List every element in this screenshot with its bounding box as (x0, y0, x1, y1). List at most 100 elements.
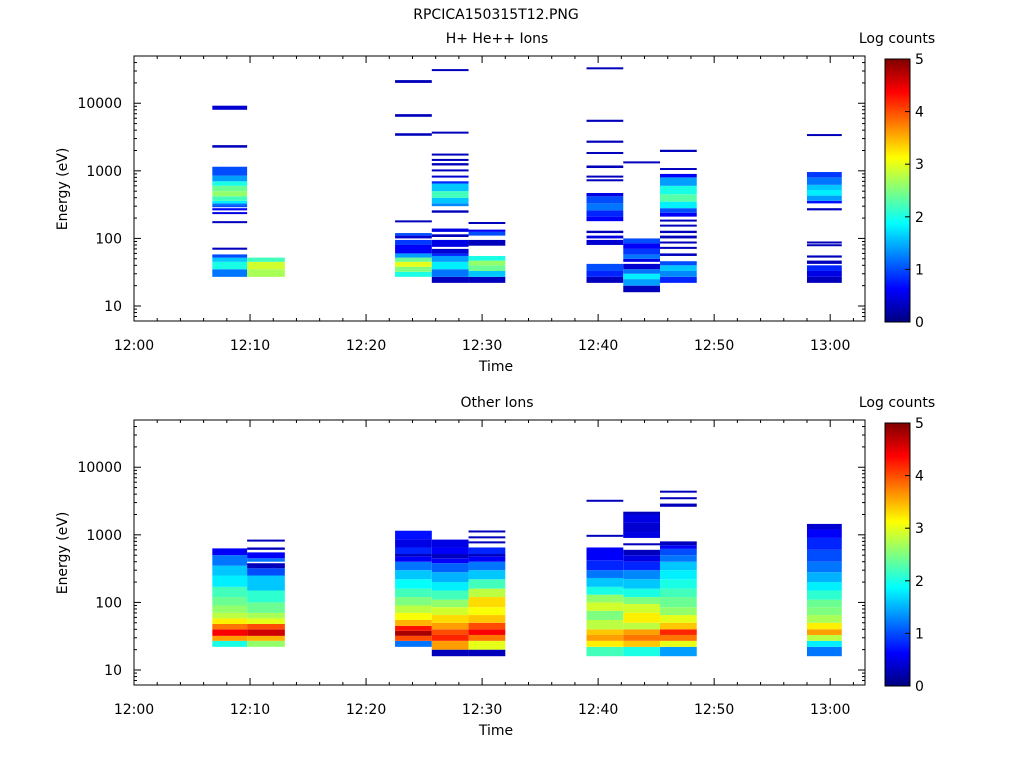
heatmap-cell (586, 270, 624, 277)
heatmap-cell (212, 257, 248, 262)
heatmap-cell (660, 497, 697, 500)
heatmap-cell (431, 183, 469, 192)
heatmap-cell (395, 547, 432, 555)
heatmap-cell (395, 233, 432, 236)
heatmap-cell (586, 67, 624, 70)
heatmap-cell (395, 640, 432, 647)
heatmap-cell (431, 622, 469, 630)
heatmap-cell (212, 605, 248, 613)
heatmap-cell (586, 499, 624, 502)
heatmap-cell (212, 629, 248, 636)
heatmap-cell (660, 646, 697, 657)
heatmap-cell (395, 556, 432, 562)
heatmap-cell (247, 269, 285, 277)
heatmap-cell (212, 166, 248, 176)
heatmap-cell (468, 634, 506, 641)
heatmap-cell (586, 230, 624, 234)
heatmap-cell (586, 192, 624, 197)
heatmap-cell (623, 511, 661, 515)
y-tick-label: 1000 (86, 164, 122, 180)
heatmap-cell (660, 607, 697, 616)
heatmap-cell (806, 260, 842, 264)
heatmap-cell (806, 208, 842, 211)
y-tick-label: 10 (104, 299, 122, 315)
heatmap-cell (247, 618, 285, 624)
heatmap-cell (623, 579, 661, 589)
heatmap-cell (395, 530, 432, 540)
heatmap-cell (623, 532, 661, 538)
heatmap-cell (212, 254, 248, 258)
heatmap-cell (660, 640, 697, 647)
heatmap-cell (806, 561, 842, 573)
heatmap-cell (212, 208, 248, 211)
heatmap-cell (468, 570, 506, 580)
heatmap-cell (431, 234, 469, 237)
heatmap-cell (247, 640, 285, 647)
heatmap-cell (623, 543, 661, 546)
colorbar-label: Log counts (859, 31, 935, 47)
colorbar-tick-label: 3 (915, 157, 924, 173)
heatmap-cell (212, 105, 248, 110)
y-tick-label: 100 (95, 231, 122, 247)
heatmap-cell (212, 597, 248, 606)
heatmap-cell (806, 255, 842, 258)
heatmap-cell (431, 228, 469, 232)
heatmap-cell (623, 640, 661, 647)
heatmap-cell (623, 285, 661, 293)
x-axis: 12:00 12:10 12:20 12:30 12:40 12:50 13:00 (114, 56, 854, 354)
heatmap-cell (395, 80, 432, 83)
heatmap-cell (660, 241, 697, 244)
heatmap-cell (431, 210, 469, 213)
heatmap-cell (468, 541, 506, 544)
heatmap-cell (431, 175, 469, 178)
heatmap-cell (468, 265, 506, 271)
x-tick-label: 12:30 (462, 702, 502, 718)
heatmap-cell (395, 220, 432, 223)
panel-h-he-ions: H+ He++ Ions 12:00 12:10 12:20 12:30 12:40 12… (55, 31, 935, 375)
heatmap-cell (623, 263, 661, 270)
heatmap-cell (468, 255, 506, 261)
heatmap-cell (468, 649, 506, 657)
heatmap-cell (660, 212, 697, 217)
heatmap-cell (212, 247, 248, 250)
y-tick-label: 10 (104, 663, 122, 679)
heatmap-cell (395, 253, 432, 258)
heatmap-cell (806, 270, 842, 277)
heatmap-cell (660, 230, 697, 234)
heatmap-cell (431, 169, 469, 172)
x-tick-label: 13:00 (810, 338, 850, 354)
panel-title: H+ He++ Ions (446, 31, 549, 47)
heatmap-cell (212, 548, 248, 556)
colorbar-tick-label: 5 (915, 52, 924, 68)
heatmap-cell (660, 246, 697, 249)
heatmap-cell (586, 594, 624, 603)
heatmap-cell (806, 549, 842, 562)
heatmap-cell (247, 612, 285, 619)
heatmap-cell (395, 554, 432, 557)
heatmap-cell (431, 158, 469, 161)
heatmap-cell (806, 590, 842, 600)
heatmap-cell (806, 244, 842, 247)
heatmap-cell (660, 261, 697, 266)
heatmap-cell (212, 212, 248, 215)
heatmap-cell (806, 276, 842, 283)
heatmap-cell (806, 582, 842, 591)
heatmap-cell (660, 622, 697, 630)
heatmap-cell (806, 134, 842, 137)
heatmap-cell (468, 276, 506, 283)
x-axis-label: Time (478, 723, 513, 739)
heatmap-cell (212, 145, 248, 148)
colorbar-gradient (884, 422, 911, 687)
heatmap-cell (212, 175, 248, 182)
heatmap-cell (586, 586, 624, 595)
heatmap-cell (247, 547, 285, 550)
heatmap-cell (395, 114, 432, 117)
heatmap-cell (660, 570, 697, 580)
heatmap-cell (468, 231, 506, 236)
heatmap-cell (431, 547, 469, 555)
heatmap-cell (586, 634, 624, 641)
heatmap-cell (806, 177, 842, 185)
heatmap-cell (247, 552, 285, 559)
x-tick-label: 12:50 (694, 702, 734, 718)
heatmap-cell (212, 565, 248, 576)
